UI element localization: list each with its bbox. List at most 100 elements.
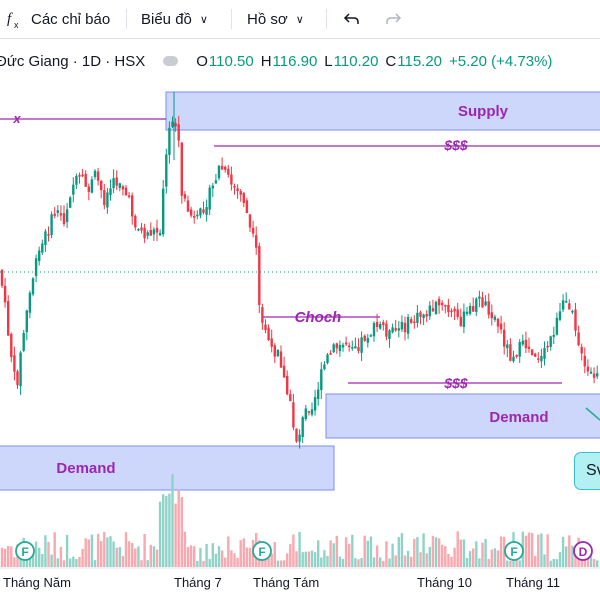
- open-label: O: [196, 52, 208, 70]
- x-axis-label-may: Tháng Năm: [3, 575, 71, 590]
- volume-bar: [410, 556, 413, 567]
- candle-body: [475, 298, 478, 312]
- candle-body: [196, 214, 199, 217]
- candle-body: [571, 310, 574, 313]
- candle-body: [478, 296, 481, 299]
- candle-body: [34, 258, 38, 276]
- candle-body: [304, 408, 307, 419]
- volume-bar: [127, 541, 131, 567]
- side-panel-button[interactable]: Sv: [574, 452, 600, 490]
- candle-body: [47, 234, 50, 236]
- candle-body: [428, 305, 431, 317]
- volume-bar: [481, 542, 484, 567]
- candle-body: [239, 191, 242, 195]
- low-value: 110.20: [333, 52, 379, 70]
- indicators-button[interactable]: Các chỉ báo: [31, 0, 110, 38]
- change-value: +5.20 (+4.73%): [449, 52, 553, 70]
- candle-body: [3, 285, 7, 303]
- volume-bar: [103, 531, 106, 567]
- candle-body: [341, 344, 345, 348]
- volume-bar: [100, 541, 103, 567]
- volume-bar: [437, 538, 441, 567]
- volume-bar: [357, 559, 360, 567]
- high-value: 116.90: [272, 52, 318, 70]
- candle-body: [0, 269, 4, 286]
- volume-bar: [388, 558, 391, 567]
- volume-bar: [565, 546, 568, 567]
- volume-bar: [93, 560, 97, 567]
- event-marker-d[interactable]: D: [573, 541, 593, 561]
- candle-body: [298, 434, 301, 442]
- volume-bar: [134, 548, 137, 567]
- demand-zone-right[interactable]: [325, 393, 600, 439]
- candle-body: [93, 170, 97, 177]
- volume-bar: [199, 548, 202, 567]
- volume-bar: [472, 548, 475, 567]
- profile-button[interactable]: Hồ sơ ∨: [247, 0, 304, 38]
- volume-bar: [416, 537, 419, 567]
- volume-bar: [313, 552, 317, 567]
- volume-bar: [106, 537, 109, 567]
- volume-bar: [236, 557, 239, 567]
- candle-body: [344, 342, 348, 345]
- volume-bar: [146, 560, 149, 567]
- volume-bar: [592, 558, 596, 567]
- candles-group: [0, 92, 599, 449]
- volume-bar: [69, 558, 72, 567]
- volume-bar: [196, 560, 199, 567]
- volume-bar: [177, 489, 180, 567]
- event-marker-f[interactable]: F: [504, 541, 524, 561]
- event-marker-f[interactable]: F: [15, 541, 35, 561]
- candle-body: [360, 337, 363, 353]
- supply-zone[interactable]: [165, 91, 600, 131]
- candle-body: [447, 304, 450, 313]
- status-dot-icon[interactable]: [163, 56, 179, 66]
- candle-body: [577, 332, 580, 346]
- undo-button[interactable]: [343, 0, 361, 38]
- redo-button[interactable]: [384, 0, 402, 38]
- volume-bar: [484, 538, 487, 567]
- candle-body: [90, 179, 94, 193]
- candle-body: [25, 310, 28, 333]
- volume-bar: [360, 558, 363, 567]
- svg-text:x: x: [14, 20, 19, 30]
- volume-bar: [202, 560, 205, 567]
- demand-zone-left[interactable]: [0, 445, 335, 491]
- candle-body: [320, 369, 323, 391]
- volume-bar: [518, 560, 521, 567]
- candle-body: [121, 186, 125, 190]
- trend-line[interactable]: [585, 407, 600, 421]
- volume-bar: [530, 532, 534, 567]
- candle-body: [72, 184, 75, 195]
- volume-bar: [419, 552, 422, 567]
- candle-body: [354, 346, 357, 349]
- candle-body: [208, 187, 211, 210]
- side-panel-button-label: Sv: [586, 462, 600, 479]
- volume-bar: [478, 558, 481, 567]
- candle-body: [313, 397, 317, 411]
- candle-body: [400, 321, 404, 330]
- candle-body: [282, 365, 286, 378]
- volume-bar: [558, 552, 562, 567]
- volume-bar: [375, 545, 379, 567]
- candle-body: [261, 307, 264, 323]
- volume-bar: [168, 493, 171, 567]
- fx-icon[interactable]: f x: [6, 0, 24, 38]
- candle-body: [425, 313, 428, 317]
- candle-body: [186, 200, 190, 212]
- symbol-title[interactable]: Đức Giang · 1D · HSX: [0, 52, 146, 70]
- candle-body: [369, 335, 373, 337]
- volume-bar: [78, 556, 81, 567]
- volume-bar: [158, 501, 162, 567]
- candle-body: [326, 354, 329, 364]
- event-marker-f[interactable]: F: [252, 541, 272, 561]
- liquidity-top-label: $$$: [443, 137, 468, 153]
- volume-bar: [561, 536, 565, 567]
- candle-body: [537, 358, 540, 360]
- candle-body: [211, 185, 214, 189]
- candle-body: [230, 174, 233, 185]
- chart-type-button[interactable]: Biểu đồ ∨: [141, 0, 208, 38]
- candle-body: [329, 353, 332, 355]
- candle-body: [512, 356, 515, 362]
